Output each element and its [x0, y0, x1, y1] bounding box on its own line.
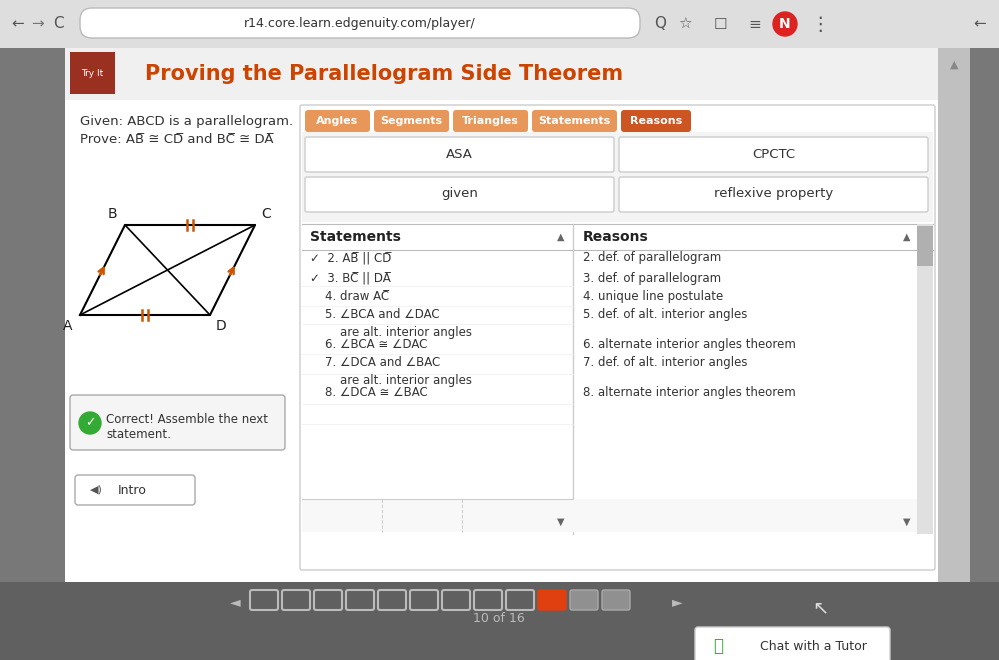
Bar — [0, 0, 999, 48]
FancyBboxPatch shape — [453, 110, 528, 132]
Text: ≡: ≡ — [748, 16, 761, 32]
Bar — [302, 499, 573, 532]
Circle shape — [773, 12, 797, 36]
Text: Correct! Assemble the next
statement.: Correct! Assemble the next statement. — [106, 413, 268, 441]
Text: ✓  2. AB̅ || CD̅: ✓ 2. AB̅ || CD̅ — [310, 251, 392, 264]
FancyBboxPatch shape — [70, 395, 285, 450]
Bar — [302, 224, 933, 534]
FancyBboxPatch shape — [619, 177, 928, 212]
Circle shape — [79, 412, 101, 434]
Text: ✓: ✓ — [85, 416, 95, 430]
Text: ►: ► — [672, 595, 682, 609]
Text: Statements: Statements — [538, 116, 610, 126]
Text: D: D — [216, 319, 227, 333]
Text: C: C — [261, 207, 271, 221]
Text: Prove: AB̅ ≅ CD̅ and BC̅ ≅ DA̅: Prove: AB̅ ≅ CD̅ and BC̅ ≅ DA̅ — [80, 133, 274, 146]
Text: 2. def. of parallelogram: 2. def. of parallelogram — [583, 251, 721, 264]
Text: 5. ∠BCA and ∠DAC
        are alt. interior angles: 5. ∠BCA and ∠DAC are alt. interior angle… — [310, 308, 472, 339]
Text: 10 of 16: 10 of 16 — [474, 612, 524, 624]
Text: ▲: ▲ — [903, 232, 911, 242]
Text: Q: Q — [654, 16, 666, 32]
Text: Segments: Segments — [381, 116, 443, 126]
Text: N: N — [779, 17, 791, 31]
Bar — [65, 48, 125, 100]
Text: 7. def. of alt. interior angles: 7. def. of alt. interior angles — [583, 356, 747, 369]
Text: ☆: ☆ — [678, 16, 692, 32]
Text: Triangles: Triangles — [463, 116, 518, 126]
Bar — [573, 499, 917, 532]
Text: ↖: ↖ — [812, 598, 828, 617]
FancyBboxPatch shape — [305, 177, 614, 212]
FancyBboxPatch shape — [532, 110, 617, 132]
Text: 6. ∠BCA ≅ ∠DAC: 6. ∠BCA ≅ ∠DAC — [310, 338, 428, 351]
FancyBboxPatch shape — [80, 8, 640, 38]
FancyBboxPatch shape — [570, 590, 598, 610]
Text: 8. alternate interior angles theorem: 8. alternate interior angles theorem — [583, 386, 796, 399]
Text: ◄: ◄ — [230, 595, 241, 609]
Bar — [938, 48, 970, 583]
Text: 8. ∠DCA ≅ ∠BAC: 8. ∠DCA ≅ ∠BAC — [310, 386, 428, 399]
Text: Try It: Try It — [81, 69, 103, 77]
FancyBboxPatch shape — [695, 627, 890, 660]
Text: ✓  3. BC̅ || DA̅: ✓ 3. BC̅ || DA̅ — [310, 272, 391, 285]
Text: reflexive property: reflexive property — [714, 187, 833, 201]
Text: C: C — [53, 16, 63, 32]
Bar — [70, 52, 115, 94]
Text: B: B — [107, 207, 117, 221]
Text: Chat with a Tutor: Chat with a Tutor — [760, 640, 867, 653]
FancyBboxPatch shape — [602, 590, 630, 610]
Text: ▲: ▲ — [557, 232, 564, 242]
Text: r14.core.learn.edgenuity.com/player/: r14.core.learn.edgenuity.com/player/ — [244, 16, 476, 30]
Text: A: A — [63, 319, 72, 333]
Bar — [302, 132, 933, 222]
Text: Given: ABCD is a parallelogram.: Given: ABCD is a parallelogram. — [80, 115, 293, 128]
Text: given: given — [442, 187, 478, 201]
Text: ◀): ◀) — [90, 485, 103, 495]
Text: ▼: ▼ — [903, 517, 911, 527]
FancyBboxPatch shape — [305, 110, 370, 132]
FancyBboxPatch shape — [621, 110, 691, 132]
Text: ⋮: ⋮ — [810, 15, 830, 34]
Text: 4. unique line postulate: 4. unique line postulate — [583, 290, 723, 303]
FancyBboxPatch shape — [305, 137, 614, 172]
Text: 7. ∠DCA and ∠BAC
        are alt. interior angles: 7. ∠DCA and ∠BAC are alt. interior angle… — [310, 356, 472, 387]
FancyBboxPatch shape — [374, 110, 449, 132]
Bar — [65, 48, 970, 583]
Bar — [65, 48, 938, 100]
FancyBboxPatch shape — [75, 475, 195, 505]
Text: ☐: ☐ — [713, 16, 727, 32]
Text: 6. alternate interior angles theorem: 6. alternate interior angles theorem — [583, 338, 796, 351]
Text: CPCTC: CPCTC — [752, 147, 795, 160]
Text: ASA: ASA — [447, 147, 473, 160]
Text: ←: ← — [12, 16, 24, 32]
Bar — [917, 226, 933, 266]
Bar — [917, 224, 933, 534]
Text: 👤: 👤 — [713, 637, 723, 655]
Bar — [0, 582, 999, 660]
Text: 5. def. of alt. interior angles: 5. def. of alt. interior angles — [583, 308, 747, 321]
FancyBboxPatch shape — [619, 137, 928, 172]
Text: Proving the Parallelogram Side Theorem: Proving the Parallelogram Side Theorem — [145, 64, 623, 84]
Text: 4. draw AC̅: 4. draw AC̅ — [310, 290, 390, 303]
FancyBboxPatch shape — [538, 590, 566, 610]
Text: ▼: ▼ — [557, 517, 564, 527]
Text: →: → — [32, 16, 44, 32]
Text: Intro: Intro — [118, 484, 147, 496]
Text: ←: ← — [974, 16, 986, 32]
Text: Reasons: Reasons — [630, 116, 682, 126]
Text: ▲: ▲ — [950, 60, 958, 70]
Text: 3. def. of parallelogram: 3. def. of parallelogram — [583, 272, 721, 285]
FancyBboxPatch shape — [300, 105, 935, 570]
Text: Reasons: Reasons — [583, 230, 648, 244]
Text: Statements: Statements — [310, 230, 401, 244]
Text: Angles: Angles — [317, 116, 359, 126]
